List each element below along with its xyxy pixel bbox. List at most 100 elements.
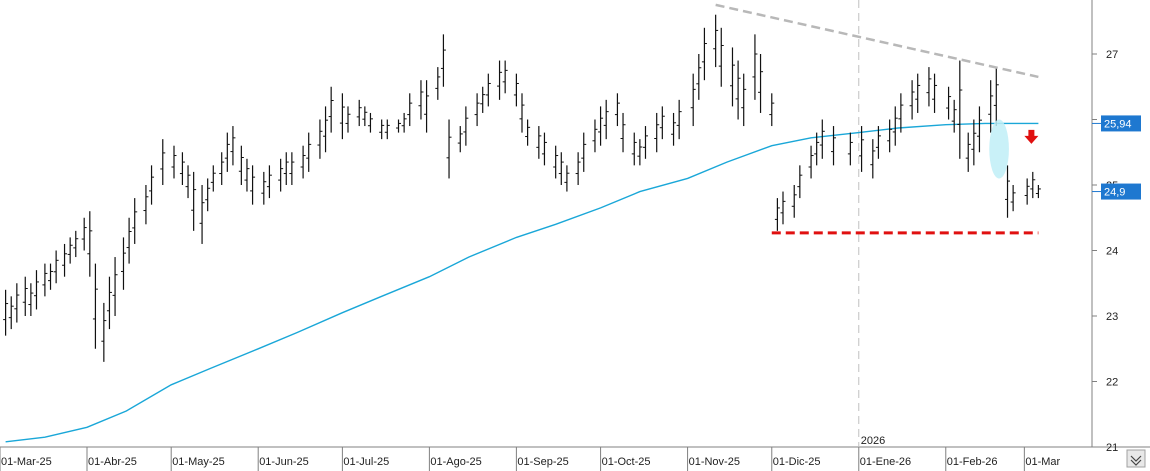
y-tick-label: 23 xyxy=(1106,311,1118,323)
price-value-tag-label: 24,9 xyxy=(1104,187,1125,199)
x-tick-label: 01-Abr-25 xyxy=(88,456,137,468)
ohlc-bar xyxy=(575,152,581,185)
moving-average-layer xyxy=(5,122,1039,443)
x-tick-label: 01-May-25 xyxy=(172,456,225,468)
ohlc-bar xyxy=(603,99,609,140)
ohlc-bar xyxy=(440,34,446,87)
ohlc-bar xyxy=(230,126,236,166)
ohlc-bar xyxy=(847,132,853,166)
annotations-layer xyxy=(715,3,1039,235)
x-tick-label: 01-Ago-25 xyxy=(430,456,481,468)
ohlc-bar xyxy=(909,80,915,120)
ohlc-bar xyxy=(957,60,963,159)
ohlc-bar xyxy=(976,106,982,153)
ohlc-bar xyxy=(1005,165,1011,218)
ohlc-bar xyxy=(654,112,660,153)
ohlc-bar xyxy=(283,152,289,185)
ohlc-bar xyxy=(713,14,719,68)
ohlc-bar xyxy=(266,165,272,199)
ohlc-bar xyxy=(401,112,407,133)
ohlc-bar xyxy=(659,106,665,140)
ohlc-bar xyxy=(457,126,463,153)
ohlc-bar xyxy=(859,126,865,172)
scroll-button[interactable] xyxy=(1126,449,1146,468)
ohlc-bar xyxy=(875,126,881,159)
x-tick-label: 01-Mar xyxy=(1025,456,1060,468)
ohlc-bar xyxy=(553,145,559,179)
ohlc-bar xyxy=(143,185,149,225)
ohlc-bar xyxy=(379,119,385,140)
ohlc-bar xyxy=(598,106,604,146)
ohlc-bar xyxy=(581,132,587,172)
ohlc-bars-layer xyxy=(3,14,1041,362)
ohlc-bar xyxy=(485,73,491,107)
ohlc-bar xyxy=(199,185,205,244)
ohlc-bar xyxy=(362,106,368,127)
ohlc-bar xyxy=(1035,185,1041,199)
ohlc-bar xyxy=(106,276,112,330)
ohlc-bar xyxy=(696,54,702,100)
ohlc-bar xyxy=(424,80,430,133)
ohlc-bar xyxy=(965,132,971,172)
ohlc-bar xyxy=(160,139,166,185)
ohlc-bar xyxy=(993,67,999,127)
ohlc-bar xyxy=(892,106,898,146)
ohlc-bar xyxy=(261,171,267,205)
price-value-tag: 24,9 xyxy=(1092,183,1141,200)
ohlc-bar xyxy=(407,93,413,127)
ohlc-bar xyxy=(797,165,803,199)
x-tick-label: 01-Mar-25 xyxy=(1,456,52,468)
ohlc-bar xyxy=(1030,171,1036,199)
ohlc-bar xyxy=(932,73,938,113)
ohlc-bar xyxy=(101,302,107,362)
ohlc-bar xyxy=(497,60,503,100)
ohlc-bar xyxy=(1010,185,1016,212)
ohlc-bar xyxy=(814,132,820,166)
ohlc-bar xyxy=(480,86,486,113)
x-tick-label: 01-Ene-26 xyxy=(860,456,911,468)
ohlc-bar xyxy=(926,67,932,107)
ohlc-bar xyxy=(474,93,480,127)
x-tick-label: 01-Jun-25 xyxy=(259,456,309,468)
ohlc-bar xyxy=(791,185,797,218)
ohlc-bar xyxy=(951,99,957,133)
ohlc-bar xyxy=(988,80,994,133)
ohlc-bar xyxy=(92,263,98,349)
ohlc-bar xyxy=(808,145,814,179)
ohlc-bar xyxy=(614,93,620,127)
breakdown-highlight xyxy=(989,119,1009,179)
ma-value-tag-label: 25,94 xyxy=(1104,118,1132,130)
ohlc-bar xyxy=(735,60,741,120)
ohlc-bar xyxy=(53,250,59,284)
ohlc-bar xyxy=(210,165,216,192)
ohlc-bar xyxy=(179,152,185,185)
ohlc-bar xyxy=(558,152,564,185)
ohlc-bar xyxy=(525,119,531,146)
x-tick-label: 01-Feb-26 xyxy=(947,456,998,468)
ohlc-bar xyxy=(676,99,682,140)
ohlc-bar xyxy=(191,171,197,231)
ohlc-bar xyxy=(132,198,138,244)
y-tick-label: 27 xyxy=(1106,49,1118,61)
ohlc-bar xyxy=(690,73,696,127)
ohlc-bar xyxy=(774,198,780,231)
ohlc-bar xyxy=(502,60,508,94)
moving-average-line xyxy=(5,122,1039,443)
ohlc-bar xyxy=(300,145,306,179)
ohlc-bar xyxy=(14,283,20,323)
ohlc-bar xyxy=(564,165,570,192)
ohlc-bar xyxy=(33,270,39,310)
ohlc-bar xyxy=(946,86,952,120)
ohlc-bar xyxy=(898,93,904,133)
ohlc-bar xyxy=(513,73,519,107)
x-tick-label: 01-Oct-25 xyxy=(602,456,651,468)
ohlc-bar xyxy=(42,263,48,297)
ohlc-bar xyxy=(250,165,256,205)
ohlc-bar xyxy=(463,106,469,146)
ohlc-bar xyxy=(592,119,598,153)
ohlc-bar xyxy=(915,73,921,113)
ohlc-bar xyxy=(887,119,893,153)
ohlc-bar xyxy=(671,112,677,146)
